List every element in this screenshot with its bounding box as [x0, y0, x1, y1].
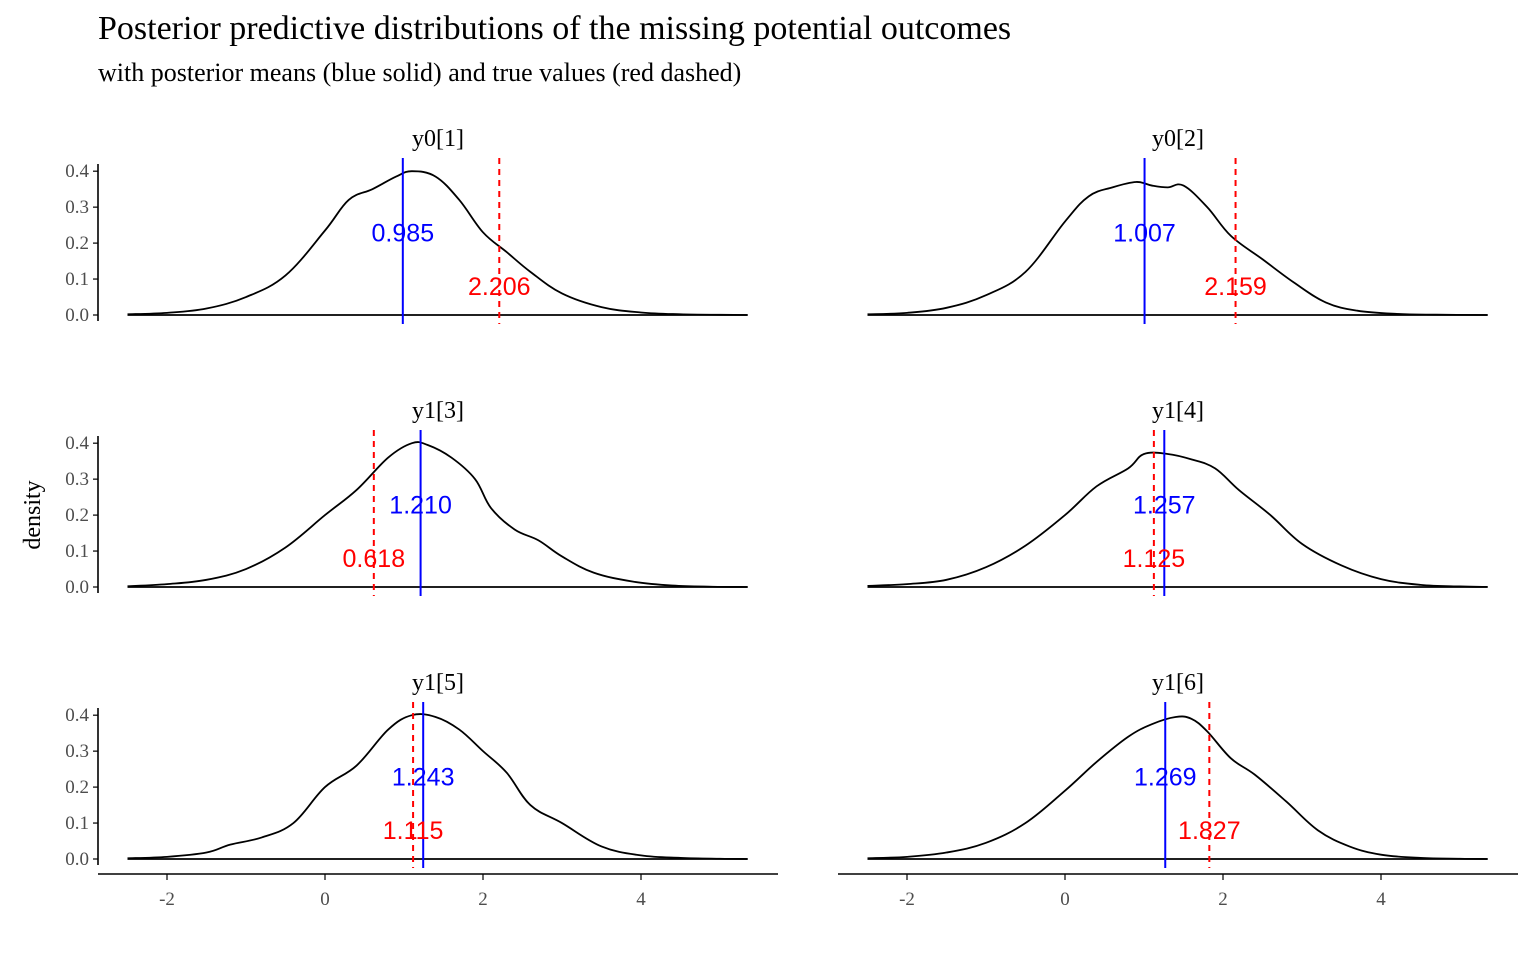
facet-strip-label: y1[3] — [412, 398, 464, 424]
facet-panels: y0[1] 0.0 0.1 0.2 0.3 0.4 0.985 2.206 y0[2] 1.007… — [65, 126, 1518, 910]
y-tick-label: 0.4 — [65, 433, 89, 454]
y-tick-label: 0.2 — [65, 777, 89, 798]
y-tick-label: 0.4 — [65, 705, 89, 726]
true-value-label: 1.827 — [1178, 817, 1241, 845]
density-curve — [867, 181, 1488, 316]
x-tick-label: -2 — [899, 889, 915, 910]
x-tick-label: 0 — [320, 889, 330, 910]
density-curve — [127, 713, 748, 860]
facet-strip-label: y1[5] — [412, 670, 464, 696]
y-tick-label: 0.1 — [65, 813, 89, 834]
density-curve — [867, 451, 1488, 588]
density-curve — [127, 441, 748, 588]
posterior-mean-label: 0.985 — [372, 219, 435, 247]
facet-panel: y0[1] 0.0 0.1 0.2 0.3 0.4 0.985 2.206 — [65, 126, 748, 326]
x-tick-label: 0 — [1060, 889, 1070, 910]
true-value-label: 1.125 — [1123, 545, 1186, 573]
facet-strip-label: y0[2] — [1152, 126, 1204, 152]
posterior-mean-label: 1.269 — [1134, 763, 1197, 791]
true-value-label: 2.206 — [468, 273, 531, 301]
posterior-mean-label: 1.257 — [1133, 491, 1196, 519]
y-tick-label: 0.3 — [65, 197, 89, 218]
true-value-label: 0.618 — [343, 545, 406, 573]
y-tick-label: 0.2 — [65, 505, 89, 526]
chart-subtitle: with posterior means (blue solid) and tr… — [98, 58, 742, 87]
x-tick-label: 2 — [1218, 889, 1228, 910]
density-curve — [867, 715, 1488, 860]
true-value-label: 2.159 — [1204, 273, 1267, 301]
x-tick-label: 4 — [1376, 889, 1386, 910]
facet-panel: y1[3] 0.0 0.1 0.2 0.3 0.4 1.210 0.618 — [65, 398, 748, 598]
facet-panel: y1[4] 1.257 1.125 — [867, 398, 1488, 596]
posterior-mean-label: 1.210 — [389, 491, 452, 519]
chart-title: Posterior predictive distributions of th… — [98, 10, 1012, 47]
posterior-mean-label: 1.007 — [1113, 219, 1176, 247]
facet-strip-label: y1[6] — [1152, 670, 1204, 696]
facet-panel: y1[5] 0.0 0.1 0.2 0.3 0.4 1.243 1.115 -2 0 2 4 — [65, 670, 778, 910]
y-tick-label: 0.2 — [65, 233, 89, 254]
x-tick-label: 4 — [636, 889, 646, 910]
x-tick-label: 2 — [478, 889, 488, 910]
y-tick-label: 0.0 — [65, 849, 89, 870]
facet-panel: y0[2] 1.007 2.159 — [867, 126, 1488, 324]
y-tick-label: 0.3 — [65, 741, 89, 762]
y-tick-label: 0.1 — [65, 269, 89, 290]
y-tick-label: 0.0 — [65, 305, 89, 326]
x-tick-label: -2 — [159, 889, 175, 910]
posterior-mean-label: 1.243 — [392, 763, 455, 791]
true-value-label: 1.115 — [383, 817, 444, 845]
y-tick-label: 0.3 — [65, 469, 89, 490]
y-axis-label: density — [20, 480, 46, 549]
facet-strip-label: y0[1] — [412, 126, 464, 152]
density-curve — [127, 170, 748, 316]
y-tick-label: 0.0 — [65, 577, 89, 598]
facet-strip-label: y1[4] — [1152, 398, 1204, 424]
facet-panel: y1[6] 1.269 1.827 -2 0 2 4 — [838, 670, 1518, 910]
y-tick-label: 0.4 — [65, 161, 89, 182]
y-tick-label: 0.1 — [65, 541, 89, 562]
